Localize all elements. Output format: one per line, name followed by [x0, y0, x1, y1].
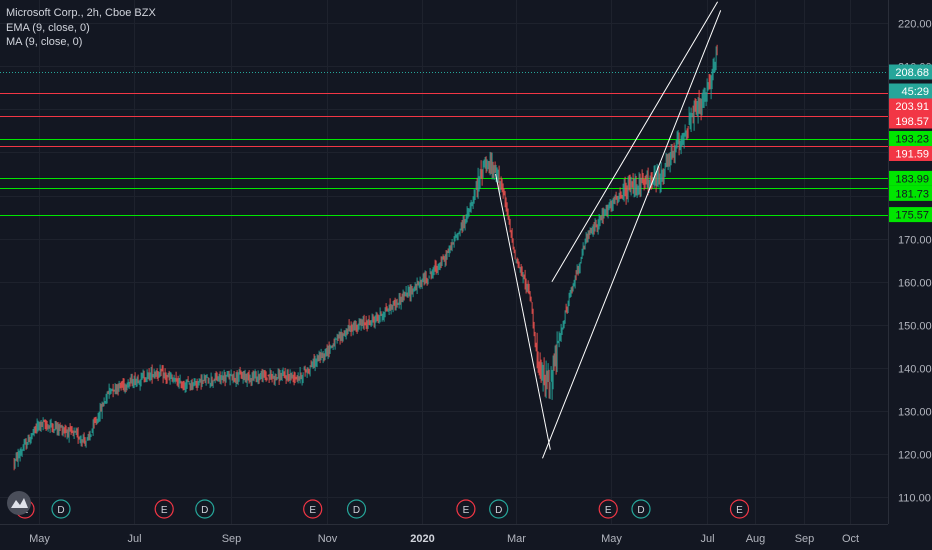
earnings-marker[interactable]: E — [456, 499, 476, 519]
event-marker-circle — [729, 499, 750, 519]
price-axis-labels: 208.68 45:29 203.91 198.57 193.23 191.59 183.9… — [889, 64, 932, 223]
event-marker-letter: E — [309, 505, 316, 516]
time-axis[interactable]: May Jul Sep Nov 2020 Mar May Jul Aug Sep Oct — [29, 533, 859, 545]
tradingview-logo-icon[interactable] — [7, 491, 31, 515]
price-label-bg — [889, 64, 932, 80]
ma-indicator-label[interactable]: MA (9, close, 0) — [6, 36, 83, 48]
dividend-marker[interactable]: D — [631, 499, 651, 519]
event-marker-letter: D — [201, 505, 208, 516]
level-price-label: 175.57 — [889, 207, 932, 223]
price-label-bg — [889, 131, 932, 146]
event-marker-letter: E — [161, 505, 168, 516]
price-tick-label: 120.00 — [898, 450, 932, 462]
earnings-marker[interactable]: E — [729, 499, 750, 519]
price-label-text: 45:29 — [901, 86, 929, 98]
time-tick-label: Mar — [507, 533, 526, 545]
earnings-marker[interactable]: E — [154, 499, 174, 519]
price-label-text: 193.23 — [895, 134, 929, 146]
price-label-text: 183.99 — [895, 173, 929, 185]
price-label-bg — [889, 146, 932, 161]
last-price-label: 208.68 — [889, 64, 932, 80]
level-price-label: 203.91 — [889, 98, 932, 114]
level-price-label: 181.73 — [889, 185, 932, 201]
price-label-text: 191.59 — [895, 149, 929, 161]
price-label-text: 208.68 — [895, 67, 929, 79]
trend-line[interactable] — [542, 10, 722, 459]
time-tick-label: Nov — [318, 533, 338, 545]
event-marker-circle — [489, 499, 509, 519]
price-label-bg — [889, 170, 932, 186]
time-tick-label: Oct — [842, 533, 859, 545]
ema-indicator-label[interactable]: EMA (9, close, 0) — [6, 21, 90, 34]
price-tick-label: 160.00 — [898, 278, 932, 290]
dividend-marker[interactable]: D — [489, 499, 509, 519]
trend-lines[interactable] — [495, 1, 722, 459]
price-label-bg — [889, 207, 932, 223]
logo-badge — [7, 491, 31, 515]
price-label-bg — [889, 83, 932, 99]
price-label-bg — [889, 98, 932, 114]
time-tick-label: May — [29, 533, 50, 545]
price-label-text: 175.57 — [895, 210, 929, 222]
event-marker-circle — [195, 499, 215, 519]
logo-mark — [11, 498, 28, 508]
time-tick-label: Aug — [746, 533, 766, 545]
time-tick-label: Jul — [127, 533, 141, 545]
dividend-marker[interactable]: D — [51, 499, 71, 519]
price-tick-label: 110.00 — [898, 493, 931, 505]
level-price-label: 183.99 — [889, 170, 932, 186]
event-marker-letter: E — [736, 505, 743, 516]
event-marker-letter: E — [605, 505, 612, 516]
dividend-marker[interactable]: D — [346, 499, 367, 519]
price-label-text: 203.91 — [895, 101, 929, 113]
time-tick-label: Sep — [795, 533, 815, 545]
event-marker-circle — [51, 499, 71, 519]
price-tick-label: 150.00 — [898, 321, 932, 333]
chart-legend: Microsoft Corp., 2h, Cboe BZX EMA (9, cl… — [6, 6, 156, 50]
event-marker-letter: D — [495, 505, 502, 516]
price-label-bg — [889, 185, 932, 201]
event-marker-circle — [154, 499, 174, 519]
candles — [13, 44, 718, 471]
price-label-text: 181.73 — [895, 188, 929, 200]
price-tick-label: 220.00 — [898, 19, 932, 31]
time-tick-label: Jul — [700, 533, 714, 545]
time-tick-label: May — [601, 533, 622, 545]
time-tick-label: 2020 — [410, 533, 434, 545]
price-label-text: 198.57 — [895, 116, 929, 128]
level-price-label: 191.59 — [889, 146, 932, 161]
symbol-title[interactable]: Microsoft Corp., 2h, Cboe BZX — [6, 7, 156, 19]
trend-line[interactable] — [495, 173, 551, 450]
event-marker-letter: D — [353, 505, 360, 516]
event-marker-circle — [346, 499, 367, 519]
price-tick-label: 140.00 — [898, 364, 932, 376]
earnings-marker[interactable]: E — [598, 499, 618, 519]
horizontal-levels[interactable] — [0, 72, 888, 216]
price-tick-label: 130.00 — [898, 407, 932, 419]
event-marker-letter: E — [463, 505, 470, 516]
dividend-marker[interactable]: D — [195, 499, 215, 519]
event-marker-circle — [631, 499, 651, 519]
price-label-bg — [889, 113, 932, 129]
event-markers[interactable]: EDEDEDEDEDE — [7, 491, 750, 519]
price-tick-label: 170.00 — [898, 235, 932, 247]
event-marker-circle — [598, 499, 618, 519]
level-price-label: 198.57 — [889, 113, 932, 129]
time-tick-label: Sep — [222, 533, 242, 545]
level-price-label: 193.23 — [889, 131, 932, 146]
trend-line[interactable] — [551, 1, 719, 282]
earnings-marker[interactable]: E — [303, 499, 323, 519]
event-marker-letter: D — [637, 505, 644, 516]
event-marker-circle — [303, 499, 323, 519]
bar-countdown-label: 45:29 — [889, 83, 932, 99]
event-marker-circle — [456, 499, 476, 519]
event-marker-letter: D — [57, 505, 64, 516]
